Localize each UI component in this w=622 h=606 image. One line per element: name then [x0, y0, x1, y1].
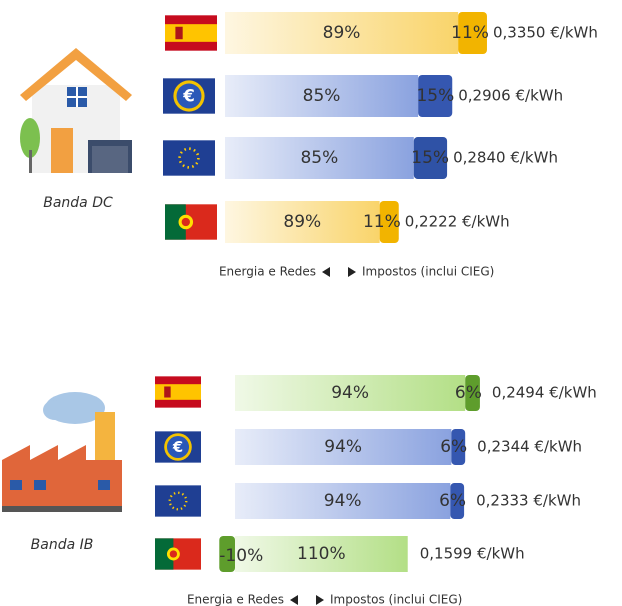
legend-label: Impostos (inclui CIEG): [330, 593, 462, 606]
flag: [155, 485, 201, 516]
value-label: 85%: [303, 86, 341, 106]
value-label: -10%: [219, 546, 263, 566]
value-label: 89%: [283, 212, 321, 232]
price-label: 0,3350 €/kWh: [493, 24, 598, 42]
price-label: 0,2840 €/kWh: [453, 149, 558, 167]
value-label: 11%: [363, 212, 401, 232]
value-label: 6%: [440, 437, 467, 457]
flag: [155, 376, 201, 407]
band-label: Banda IB: [31, 537, 94, 553]
value-label: 94%: [331, 383, 369, 403]
factory-icon: [2, 392, 122, 512]
flag: [165, 204, 217, 239]
value-label: 15%: [411, 148, 449, 168]
value-label: 89%: [323, 23, 361, 43]
legend-label: Impostos (inclui CIEG): [362, 265, 494, 279]
value-label: 15%: [416, 86, 454, 106]
value-label: 11%: [451, 23, 489, 43]
flag: [155, 431, 201, 462]
value-label: 85%: [300, 148, 338, 168]
value-label: 94%: [324, 491, 362, 511]
value-label: 94%: [324, 437, 362, 457]
legend-label: Energia e Redes: [219, 265, 316, 279]
house-icon: [20, 48, 132, 173]
value-label: 6%: [455, 383, 482, 403]
flag: [163, 78, 215, 113]
price-label: 0,2344 €/kWh: [477, 438, 582, 456]
flag: [155, 538, 201, 569]
price-label: 0,1599 €/kWh: [420, 545, 525, 563]
band-label: Banda DC: [43, 195, 113, 211]
price-label: 0,2494 €/kWh: [492, 384, 597, 402]
legend-label: Energia e Redes: [187, 593, 284, 606]
flag: [165, 15, 217, 50]
price-label: 0,2333 €/kWh: [476, 492, 581, 510]
flag: [163, 140, 215, 175]
price-label: 0,2906 €/kWh: [458, 87, 563, 105]
price-label: 0,2222 €/kWh: [405, 213, 510, 231]
value-label: 6%: [439, 491, 466, 511]
value-label: 110%: [297, 544, 346, 564]
